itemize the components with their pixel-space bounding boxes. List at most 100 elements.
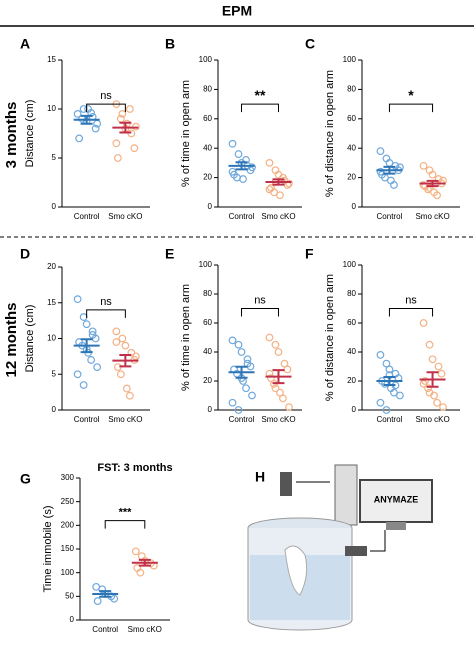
data-point [385,365,394,374]
error-bar [80,338,93,354]
data-point [73,370,82,379]
data-point [79,381,88,389]
data-point [91,124,100,133]
data-point [428,170,437,179]
panel-letter: H [255,469,265,485]
y-tick-label: 60 [203,114,212,123]
data-point [118,334,127,343]
data-point [376,351,385,359]
data-point [271,384,280,393]
significance-bracket [241,103,279,113]
data-point [376,398,385,407]
row-label: 3 months [3,102,20,169]
x-tick-label: Smo cKO [108,212,142,221]
data-point [87,356,96,364]
error-bar [272,369,285,385]
y-tick-label: 80 [347,85,356,94]
panel-letter: B [165,36,175,52]
error-bar [235,365,248,379]
data-point [79,313,88,321]
figure-title: EPM [222,3,252,19]
data-point [73,109,82,118]
data-point [382,359,391,368]
data-point [112,327,121,336]
x-tick-label: Control [377,415,403,424]
data-point [265,333,274,342]
significance-bracket [86,309,126,318]
y-tick-label: 0 [352,202,357,211]
data-point [234,340,243,349]
y-tick-label: 40 [347,347,356,356]
mouse [284,545,308,596]
data-point [376,167,385,176]
data-point [248,391,256,400]
chart-title: FST: 3 months [97,462,172,474]
camera [280,472,292,496]
data-point [419,161,428,170]
data-point [265,185,274,194]
significance-label: ns [254,294,266,306]
y-tick-label: 200 [61,520,75,529]
significance-bracket [104,520,146,529]
data-point [265,158,274,167]
data-point [113,154,122,162]
y-tick-label: 300 [61,473,75,482]
panel-letter: F [305,246,314,262]
significance-bracket [241,308,279,317]
y-tick-label: 10 [47,104,56,113]
data-point [390,388,398,397]
error-bar [383,165,396,175]
significance-bracket [388,308,434,317]
y-tick-label: 20 [347,376,356,385]
data-point [396,391,404,400]
y-tick-label: 0 [208,405,213,414]
data-point [271,340,280,349]
x-tick-label: Control [229,212,255,221]
data-point [433,398,441,407]
significance-bracket [86,103,126,113]
significance-label: ** [255,87,266,103]
significance-bracket [388,103,434,113]
y-tick-label: 50 [65,591,74,600]
x-tick-label: Smo cKO [415,415,449,424]
data-point [239,175,247,183]
y-tick-label: 40 [203,347,212,356]
data-point [274,348,283,356]
data-point [125,105,134,113]
y-tick-label: 0 [352,405,357,414]
data-point [390,181,398,189]
y-tick-label: 100 [61,568,75,577]
error-bar [426,371,439,388]
y-tick-label: 40 [203,143,212,152]
x-tick-label: Smo cKO [261,212,295,221]
y-tick-label: 100 [199,55,213,64]
data-point [234,150,243,158]
x-tick-label: Smo cKO [415,212,449,221]
data-point [112,338,121,346]
data-point [110,594,119,603]
panel-letter: G [20,471,31,487]
y-tick-label: 80 [347,289,356,298]
data-point [88,327,97,336]
significance-label: * [408,87,414,103]
y-tick-label: 20 [47,262,56,271]
data-point [283,365,292,374]
y-axis-label: Distance (cm) [24,305,36,373]
data-point [279,394,287,403]
y-tick-label: 5 [52,369,57,378]
y-tick-label: 40 [347,143,356,152]
y-tick-label: 150 [61,544,75,553]
x-tick-label: Control [229,415,255,424]
data-point [118,109,127,118]
y-axis-label: % of distance in open arm [324,70,336,197]
data-point [425,183,434,192]
y-tick-label: 5 [52,153,57,162]
x-tick-label: Smo cKO [128,625,162,634]
y-tick-label: 80 [203,85,212,94]
error-bar [235,161,248,171]
data-point [242,384,250,393]
x-tick-label: Smo cKO [108,415,142,424]
data-point [130,144,139,153]
data-point [73,295,82,304]
